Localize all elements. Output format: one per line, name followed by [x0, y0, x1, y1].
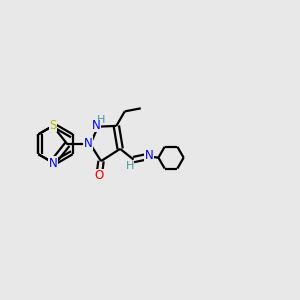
Text: N: N	[92, 118, 101, 132]
Text: N: N	[84, 136, 92, 150]
Text: N: N	[49, 157, 57, 170]
Text: H: H	[97, 115, 105, 125]
Text: O: O	[94, 169, 104, 182]
Text: S: S	[49, 118, 56, 132]
Text: H: H	[125, 161, 134, 171]
Text: N: N	[145, 149, 154, 162]
